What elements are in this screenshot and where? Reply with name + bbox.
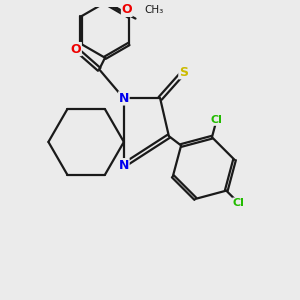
Text: CH₃: CH₃: [144, 5, 164, 15]
Text: O: O: [122, 3, 132, 16]
Text: N: N: [119, 92, 129, 105]
Text: O: O: [71, 43, 81, 56]
Text: Cl: Cl: [211, 115, 222, 125]
Text: Cl: Cl: [233, 198, 244, 208]
Text: N: N: [119, 159, 129, 172]
Text: S: S: [179, 66, 188, 79]
